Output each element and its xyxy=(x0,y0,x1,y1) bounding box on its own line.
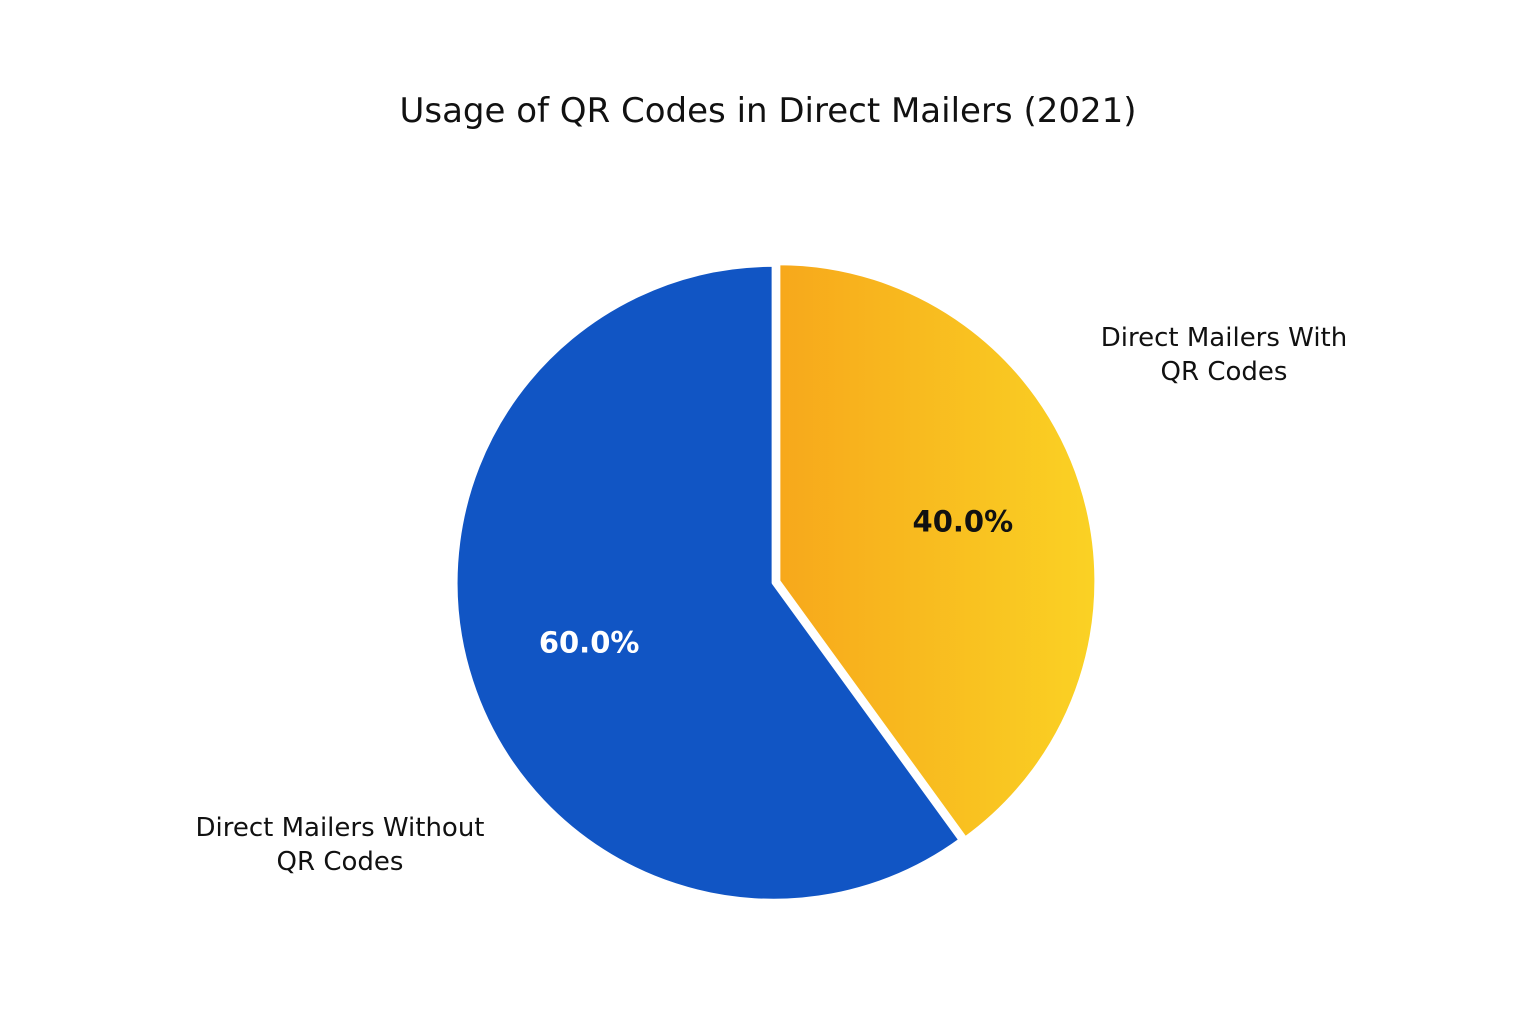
pie-slice xyxy=(776,261,1099,841)
slice-category-label: Direct Mailers With QR Codes xyxy=(1101,323,1347,387)
slice-category-label-line: Direct Mailers Without xyxy=(195,813,484,843)
slice-value-label: 60.0% xyxy=(539,626,640,660)
slice-category-label: Direct Mailers Without QR Codes xyxy=(195,813,484,877)
pie-slices xyxy=(453,261,1099,903)
slice-category-label-line: Direct Mailers With xyxy=(1101,323,1347,353)
slice-category-label-line: QR Codes xyxy=(277,847,404,877)
pie-slice xyxy=(453,262,963,903)
slice-value-label: 40.0% xyxy=(913,504,1014,538)
chart-title: Usage of QR Codes in Direct Mailers (202… xyxy=(399,91,1136,131)
slice-category-label-line: QR Codes xyxy=(1161,357,1288,387)
pie-labels: 40.0% Direct Mailers With QR Codes 60.0% Dir… xyxy=(195,323,1347,877)
